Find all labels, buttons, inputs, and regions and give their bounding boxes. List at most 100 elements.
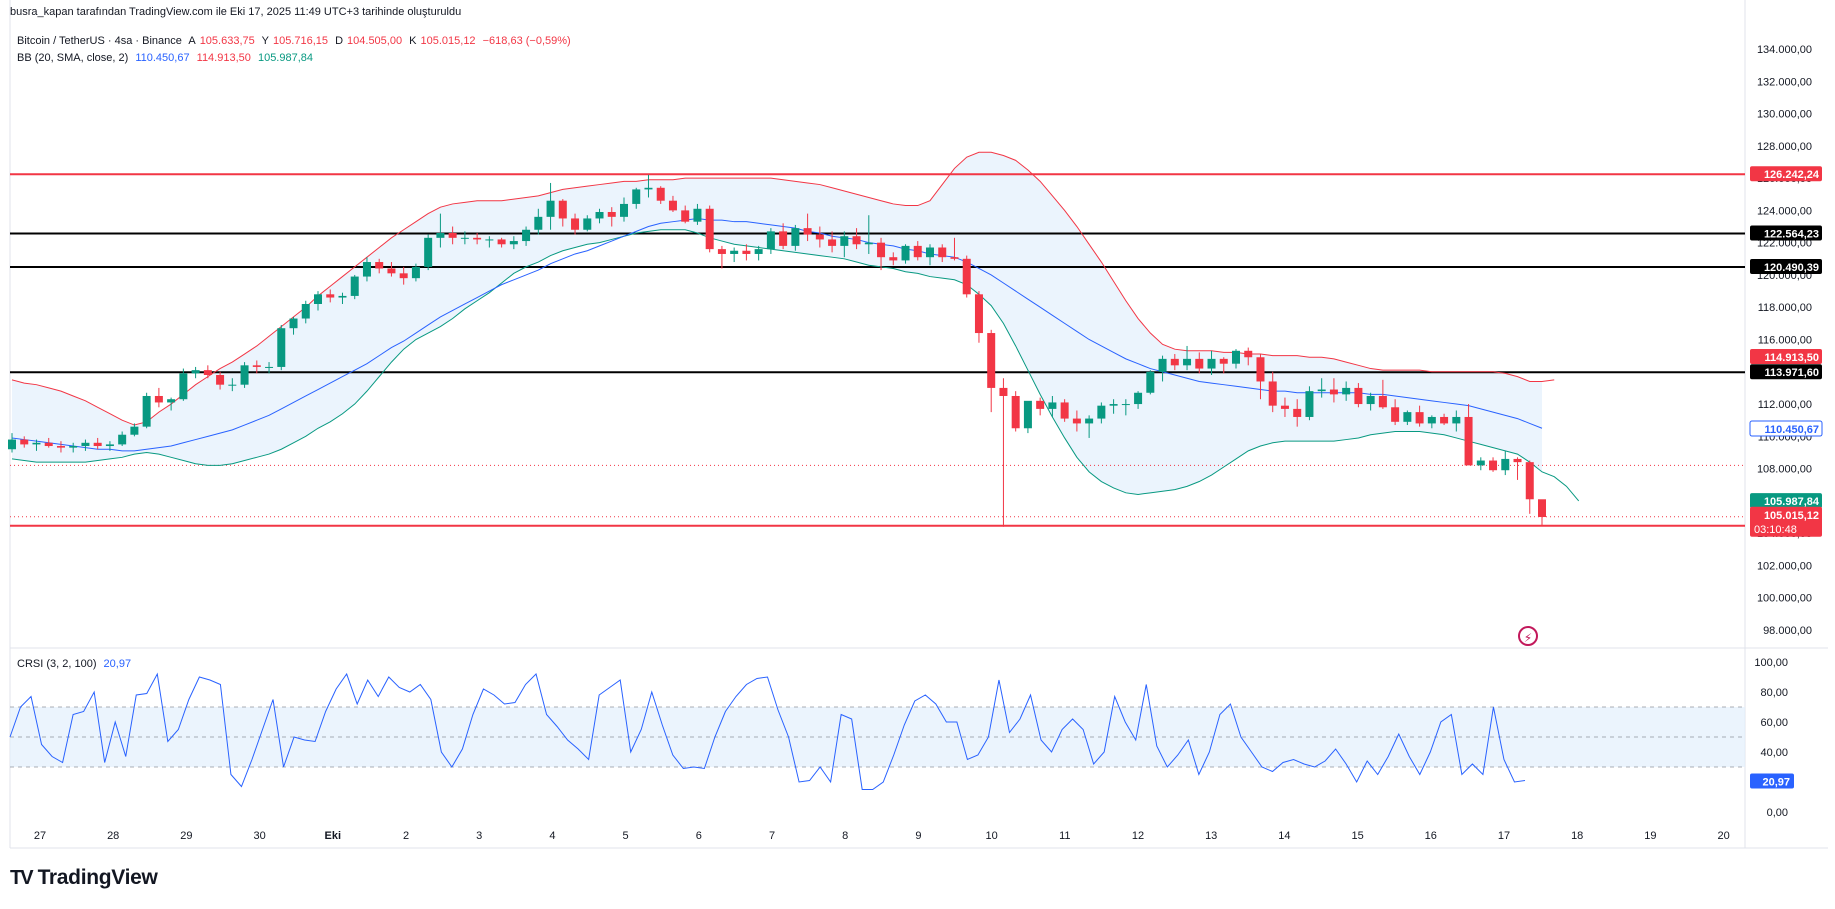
candle-body: [387, 268, 396, 274]
candle-body: [1489, 460, 1498, 471]
candle-body: [913, 245, 922, 258]
candle-body: [1023, 400, 1032, 429]
candle-body: [1121, 404, 1130, 406]
candle-body: [522, 229, 531, 242]
candle-body: [1134, 392, 1143, 405]
flash-icon[interactable]: ⚡: [1518, 626, 1538, 646]
bb-label[interactable]: BB (20, SMA, close, 2): [17, 52, 129, 64]
candle-body: [1342, 387, 1351, 395]
low-value: D 104.505,00: [335, 35, 403, 47]
candle-body: [1097, 405, 1106, 419]
candle-body: [1501, 458, 1510, 471]
bb-lower-line: [11, 229, 1580, 502]
crsi-value-tag-bg: [1750, 773, 1794, 789]
candle-body: [1538, 499, 1546, 518]
price-tag-2-label: 105.987,84: [1764, 496, 1820, 508]
candle-body: [974, 294, 983, 334]
candle-body: [644, 187, 653, 190]
crsi-tick-label: 100,00: [1754, 657, 1788, 669]
candle-body: [791, 228, 800, 246]
level-tag-2-bg: [1750, 259, 1822, 275]
candle-body: [1268, 381, 1277, 406]
crsi-legend: CRSI (3, 2, 100) 20,97: [17, 658, 135, 670]
candle-body: [987, 333, 996, 388]
change-value: −618,63 (−0,59%): [482, 35, 571, 47]
candle-body: [56, 446, 65, 448]
candle-body: [1146, 371, 1155, 393]
candle-body: [399, 273, 408, 279]
tradingview-logo[interactable]: TV TradingView: [10, 866, 158, 890]
time-tick-label: 8: [842, 830, 848, 842]
candle-body: [1109, 404, 1118, 406]
candle-body: [1195, 358, 1204, 369]
time-tick-label: 12: [1132, 830, 1144, 842]
price-tag-2-bg: [1750, 493, 1822, 509]
candle-body: [999, 387, 1008, 396]
candle-body: [1391, 407, 1400, 422]
candle-body: [779, 231, 788, 246]
candle-body: [216, 375, 225, 385]
candle-body: [950, 257, 959, 259]
time-tick-label: 4: [549, 830, 555, 842]
time-tick-label: 29: [180, 830, 192, 842]
candle-body: [815, 234, 824, 240]
candle-body: [69, 446, 78, 448]
time-tick-label: 6: [696, 830, 702, 842]
candle-body: [167, 399, 176, 403]
crsi-tick-label: 80,00: [1760, 687, 1788, 699]
crsi-value: 20,97: [103, 658, 132, 670]
candle-body: [926, 247, 934, 258]
candle-body: [668, 200, 677, 211]
crsi-label[interactable]: CRSI (3, 2, 100): [17, 658, 97, 670]
time-tick-label: 2: [403, 830, 409, 842]
time-tick-label: 28: [107, 830, 119, 842]
time-tick-label: 18: [1571, 830, 1583, 842]
bb-lower-value: 105.987,84: [257, 52, 314, 64]
price-tag-0-bg: [1750, 349, 1822, 365]
candle-body: [1011, 395, 1020, 429]
candle-body: [277, 328, 286, 367]
candle-body: [1219, 358, 1228, 364]
candle-body: [265, 366, 274, 368]
time-tick-label: 16: [1425, 830, 1437, 842]
open-value: A 105.633,75: [188, 35, 255, 47]
candle-body: [1036, 400, 1045, 409]
candle-body: [179, 373, 188, 400]
level-tag-2-label: 120.490,39: [1764, 262, 1819, 274]
time-tick-label: 11: [1059, 830, 1070, 842]
candle-body: [889, 257, 898, 261]
candle-body: [1427, 416, 1436, 424]
price-tick-label: 118.000,00: [1758, 302, 1812, 314]
candle-body: [1293, 408, 1302, 417]
candle-body: [840, 236, 849, 246]
price-tag-3-bg: [1750, 506, 1822, 537]
price-tag-1-bg: [1749, 420, 1823, 437]
bb-upper-line: [11, 151, 1555, 426]
candle-body: [362, 262, 371, 277]
price-legend: Bitcoin / TetherUS · 4sa · Binance A 105.…: [17, 35, 575, 47]
price-tick-label: 112.000,00: [1758, 399, 1812, 411]
candle-body: [105, 444, 114, 447]
candle-body: [864, 242, 873, 245]
candle-body: [742, 250, 751, 254]
symbol-title[interactable]: Bitcoin / TetherUS · 4sa · Binance: [17, 35, 182, 47]
candle-body: [240, 365, 249, 385]
crsi-tick-label: 0,00: [1767, 807, 1788, 819]
time-tick-label: 30: [253, 830, 265, 842]
attribution-text: busra_kapan tarafından TradingView.com i…: [10, 6, 462, 18]
time-tick-label: 15: [1351, 830, 1363, 842]
candle-body: [424, 237, 433, 267]
candle-body: [1085, 418, 1094, 424]
crsi-line: [9, 672, 1526, 790]
candle-body: [1170, 358, 1179, 366]
candle-body: [191, 370, 200, 374]
candle-body: [1048, 402, 1057, 409]
candle-body: [473, 237, 482, 240]
candle-body: [1329, 389, 1338, 395]
candle-body: [350, 276, 359, 296]
candle-body: [32, 442, 41, 445]
candle-body: [20, 439, 29, 445]
price-tick-label: 102.000,00: [1757, 560, 1812, 572]
level-tag-0-bg: [1750, 166, 1822, 182]
